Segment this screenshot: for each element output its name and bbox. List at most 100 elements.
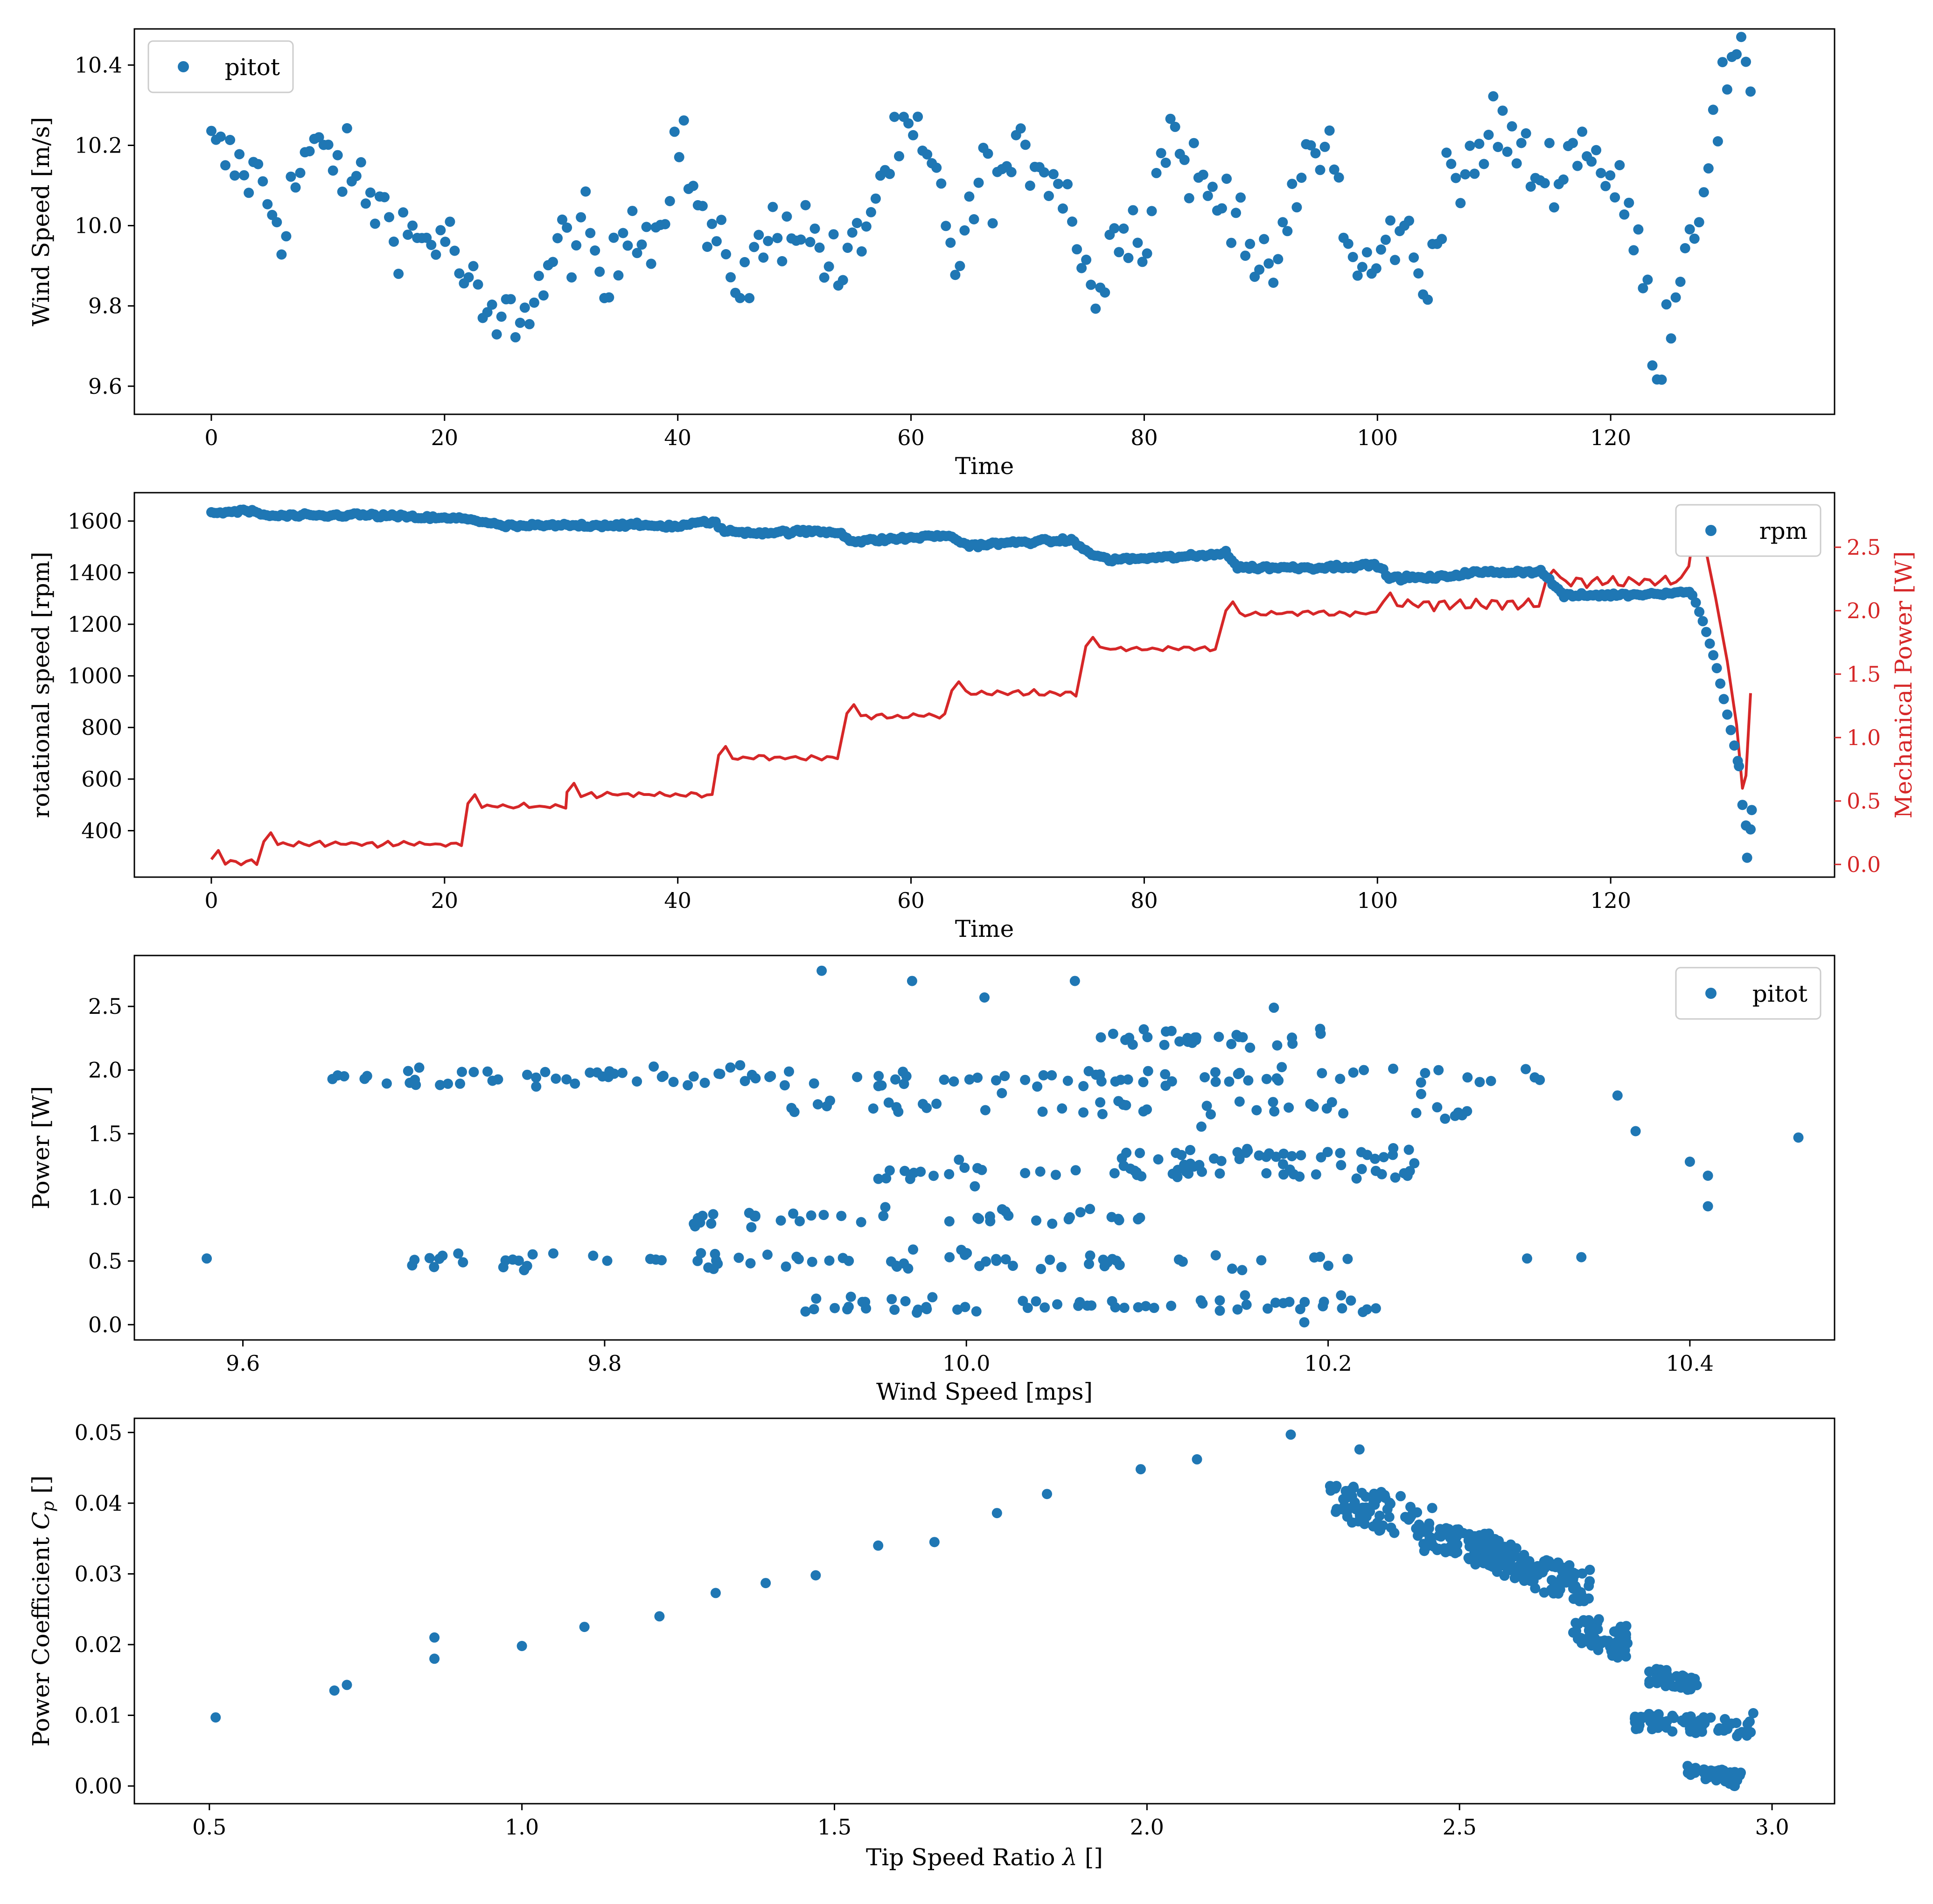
power-point: [962, 1248, 972, 1258]
wind-speed-point: [505, 294, 516, 305]
cp-point: [1653, 1709, 1664, 1720]
power-point: [202, 1253, 212, 1264]
wind-speed-point: [1474, 139, 1485, 149]
power-point: [1159, 1039, 1170, 1050]
power-point: [1612, 1090, 1623, 1101]
y-tick-label: 0.05: [75, 1420, 122, 1445]
wind-speed-point: [1647, 360, 1658, 371]
y-tick-label: 0.0: [88, 1312, 122, 1337]
power-point: [991, 1075, 1001, 1086]
power-point: [1040, 1302, 1050, 1313]
power-point: [1433, 1065, 1444, 1075]
power-point: [1234, 1032, 1244, 1042]
wind-speed-point: [1081, 254, 1092, 265]
x-tick-label: 0.5: [192, 1814, 226, 1840]
wind-speed-point: [272, 217, 282, 228]
wind-speed-point: [1226, 237, 1236, 248]
wind-speed-point: [969, 214, 979, 224]
power-point: [1185, 1145, 1195, 1155]
cp-point: [1396, 1491, 1406, 1501]
wind-speed-point: [1025, 181, 1035, 191]
cp-point: [1331, 1481, 1342, 1491]
power-point: [1388, 1063, 1398, 1074]
power-point: [991, 1254, 1001, 1264]
cp-point: [1612, 1637, 1622, 1647]
wind-speed-point: [1675, 277, 1686, 287]
y-axis-label: Wind Speed [m/s]: [28, 117, 55, 327]
wind-speed-point: [304, 146, 315, 157]
power-point: [1224, 1076, 1235, 1087]
wind-speed-point: [1493, 142, 1503, 152]
x-tick-label: 10.0: [942, 1351, 990, 1376]
legend-box: [147, 40, 294, 93]
power-point: [1390, 1172, 1401, 1183]
power-point: [1031, 1296, 1041, 1307]
x-axis-label: Tip Speed Ratio λ []: [866, 1844, 1103, 1871]
power-point: [1064, 1212, 1075, 1222]
power-point: [1160, 1069, 1171, 1080]
wind-speed-point: [562, 222, 572, 233]
power-point: [1057, 1103, 1068, 1114]
power-point: [1268, 1097, 1278, 1108]
y2-tick-label: 2.0: [1847, 598, 1881, 623]
wind-speed-point: [1296, 173, 1307, 183]
wind-speed-point: [1642, 274, 1653, 285]
x-tick-label: 100: [1357, 425, 1398, 450]
legend-marker: [1705, 988, 1717, 999]
power-point: [1535, 1074, 1545, 1085]
wind-speed-point: [1591, 145, 1602, 155]
wind-speed-point: [763, 236, 774, 246]
power-point: [1420, 1068, 1431, 1078]
power-point: [1166, 1300, 1177, 1311]
power-point: [1703, 1201, 1713, 1212]
power-point: [791, 1251, 802, 1262]
cp-point: [1506, 1551, 1517, 1562]
wind-speed-point: [1610, 192, 1620, 203]
power-point: [997, 1204, 1007, 1214]
wind-speed-point: [1469, 168, 1480, 179]
wind-speed-point: [1745, 86, 1756, 97]
wind-speed-point: [1058, 203, 1068, 214]
rpm-point: [1690, 597, 1701, 608]
wind-speed-point: [1305, 140, 1316, 151]
wind-speed-point: [1441, 147, 1452, 158]
power-point: [1195, 1295, 1206, 1306]
y-tick-label: 0.00: [75, 1773, 122, 1799]
wind-speed-point: [1572, 160, 1583, 171]
wind-speed-point: [941, 221, 951, 231]
power-point: [585, 1067, 595, 1078]
legend-box: [1675, 504, 1821, 557]
power-point: [1214, 1168, 1225, 1179]
cp-point: [1682, 1712, 1692, 1723]
wind-speed-point: [403, 230, 413, 240]
x-axis-label: Time: [955, 915, 1014, 942]
power-point: [1336, 1160, 1347, 1171]
cp-point: [1592, 1624, 1603, 1635]
power-point: [1201, 1101, 1212, 1111]
y-tick-label: 2.5: [88, 994, 122, 1019]
wind-speed-point: [1128, 205, 1138, 216]
power-point: [697, 1211, 708, 1221]
wind-speed-point: [1694, 217, 1704, 228]
wind-speed-point: [1525, 181, 1536, 192]
wind-speed-point: [580, 186, 591, 197]
rpm-point: [1704, 638, 1715, 649]
y2-tick-label: 0.0: [1847, 852, 1881, 877]
wind-speed-point: [782, 211, 792, 222]
power-point: [1020, 1168, 1031, 1179]
power-point: [806, 1210, 816, 1221]
x-tick-label: 1.0: [505, 1814, 539, 1840]
wind-speed-point: [931, 162, 942, 173]
power-point: [458, 1257, 468, 1268]
power-point: [1486, 1076, 1496, 1086]
cp-point: [1446, 1531, 1457, 1541]
power-point: [703, 1262, 714, 1273]
wind-speed-point: [1319, 141, 1330, 152]
wind-speed-point: [1614, 160, 1625, 170]
power-point: [1210, 1250, 1221, 1261]
power-point: [1031, 1215, 1041, 1226]
power-point: [1174, 1036, 1185, 1047]
wind-speed-point: [865, 207, 876, 217]
power-point: [362, 1071, 372, 1081]
power-point: [1210, 1067, 1221, 1078]
